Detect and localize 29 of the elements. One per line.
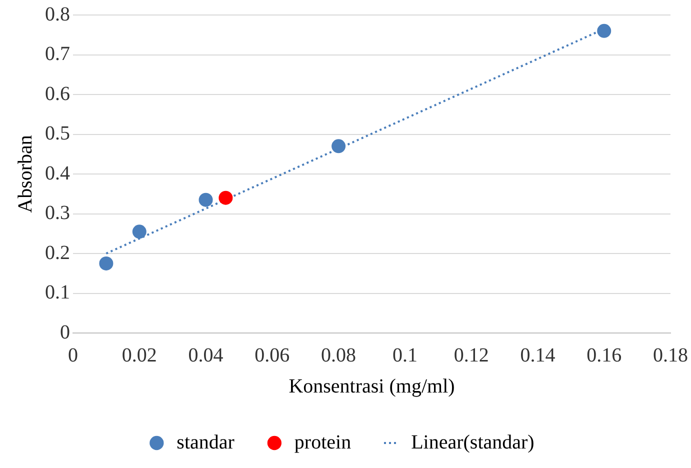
y-tick-label: 0.8: [45, 3, 70, 26]
y-tick-label: 0.2: [45, 242, 70, 264]
x-tick-label: 0.1: [392, 344, 418, 366]
y-tick-label: 0.3: [45, 202, 70, 224]
y-tick-label: 0.7: [45, 43, 70, 65]
x-tick-label: 0.12: [454, 344, 489, 366]
point: [218, 190, 233, 205]
x-tick-label: 0.08: [321, 344, 356, 366]
y-tick-label: 0.4: [45, 162, 70, 184]
x-tick-label: 0.14: [520, 344, 556, 366]
point: [132, 224, 146, 239]
y-tick-label: 0.1: [45, 282, 70, 304]
legend-label: protein: [294, 431, 352, 454]
y-tick-label: 0: [60, 321, 70, 344]
point: [99, 256, 114, 270]
x-tick-label: 0.18: [653, 344, 688, 366]
y-axis-title: Absorban: [14, 135, 36, 213]
legend-label: standar: [176, 431, 235, 454]
x-axis-title: Konsentrasi (mg/ml): [288, 375, 455, 398]
point: [332, 139, 346, 154]
point: [198, 192, 213, 207]
y-tick-label: 0.6: [45, 82, 70, 105]
point: [597, 24, 612, 38]
x-tick-label: 0.04: [188, 344, 224, 366]
y-tick-label: 0.5: [45, 122, 70, 144]
x-tick-label: 0.02: [122, 344, 157, 366]
x-tick-label: 0.06: [254, 344, 290, 366]
x-tick-label: 0.16: [586, 344, 622, 366]
legend-label: Linear(standar): [411, 431, 534, 454]
